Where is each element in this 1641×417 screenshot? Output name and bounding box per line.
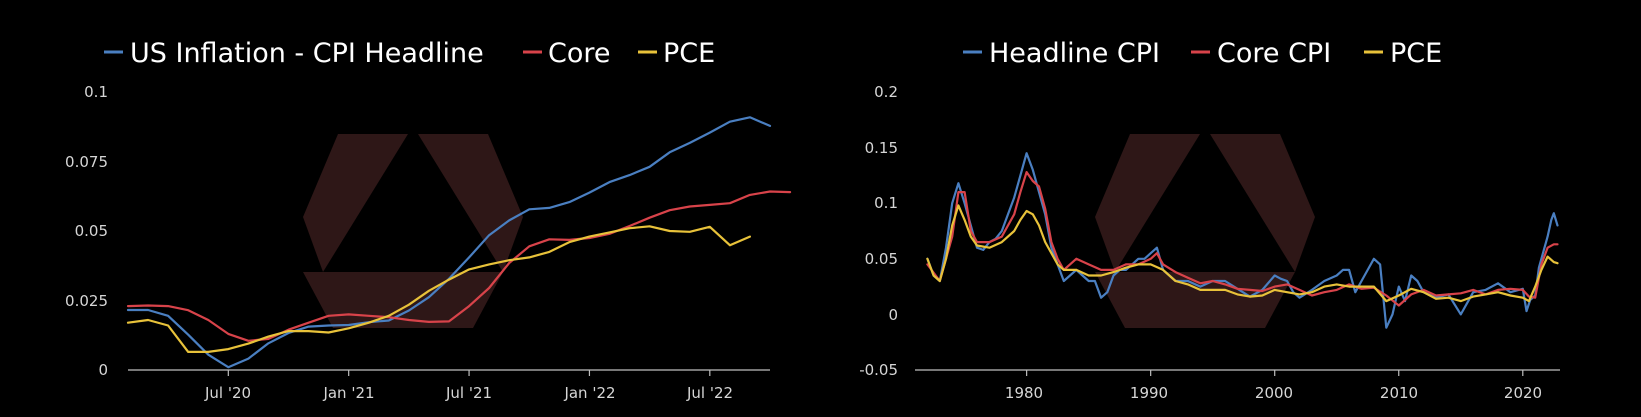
- watermark-shape: [303, 134, 408, 272]
- x-tick-label: 2020: [1504, 384, 1542, 402]
- plot-lines: [926, 152, 1559, 329]
- chart-us-inflation: US Inflation - CPI Headline Core PCE 0 0…: [65, 38, 792, 402]
- y-tick-label: 0.2: [874, 83, 898, 101]
- watermark-shape: [418, 134, 523, 272]
- y-tick-label: 0.05: [865, 250, 898, 268]
- x-tick-label: Jul '22: [686, 384, 733, 402]
- y-tick-label: 0.075: [65, 153, 108, 171]
- y-axis: -0.05 0 0.05 0.1 0.15 0.2: [859, 83, 898, 379]
- x-tick-label: Jul '21: [445, 384, 492, 402]
- y-tick-label: 0.025: [65, 292, 108, 310]
- legend-label-pce: PCE: [663, 38, 715, 69]
- y-tick-label: -0.05: [859, 361, 898, 379]
- series-line-pce: [926, 204, 1559, 303]
- legend: US Inflation - CPI Headline Core PCE: [104, 38, 715, 69]
- x-tick-label: 2000: [1255, 384, 1293, 402]
- watermark-shape: [1095, 272, 1295, 328]
- watermark-shape: [1210, 134, 1315, 272]
- legend-label-core: Core CPI: [1217, 38, 1331, 69]
- watermark-shape: [1095, 134, 1200, 272]
- series-line-headline: [926, 152, 1559, 329]
- series-line-pce: [126, 225, 752, 353]
- legend-label-core: Core: [548, 38, 611, 69]
- watermark-logo: [303, 134, 523, 328]
- x-axis-labels: Jul '20 Jan '21 Jul '21 Jan '22 Jul '22: [204, 384, 733, 402]
- x-tick-label: Jan '21: [322, 384, 374, 402]
- y-tick-label: 0.15: [865, 139, 898, 157]
- legend-label-pce: PCE: [1390, 38, 1442, 69]
- x-tick-label: 2010: [1380, 384, 1418, 402]
- series-line-core: [926, 171, 1559, 307]
- x-tick-label: Jan '22: [563, 384, 615, 402]
- y-tick-label: 0.05: [75, 222, 108, 240]
- x-axis-ticks: [227, 370, 711, 376]
- legend-label-headline: US Inflation - CPI Headline: [130, 38, 484, 69]
- legend-label-headline: Headline CPI: [989, 38, 1160, 69]
- series-line-core: [126, 190, 792, 342]
- y-tick-label: 0.1: [874, 194, 898, 212]
- y-tick-label: 0: [98, 361, 108, 379]
- y-axis: 0 0.025 0.05 0.075 0.1: [65, 83, 108, 379]
- x-tick-label: 1990: [1130, 384, 1168, 402]
- x-axis-ticks: [1026, 370, 1524, 376]
- x-axis-labels: 1980 1990 2000 2010 2020: [1005, 384, 1542, 402]
- x-tick-label: 1980: [1005, 384, 1043, 402]
- plot-lines: [126, 116, 792, 369]
- watermark-logo: [1095, 134, 1315, 328]
- legend: Headline CPI Core CPI PCE: [963, 38, 1442, 69]
- x-tick-label: Jul '20: [204, 384, 251, 402]
- y-tick-label: 0: [888, 306, 898, 324]
- chart-historical-inflation: Headline CPI Core CPI PCE -0.05 0 0.05 0…: [859, 38, 1560, 402]
- y-tick-label: 0.1: [84, 83, 108, 101]
